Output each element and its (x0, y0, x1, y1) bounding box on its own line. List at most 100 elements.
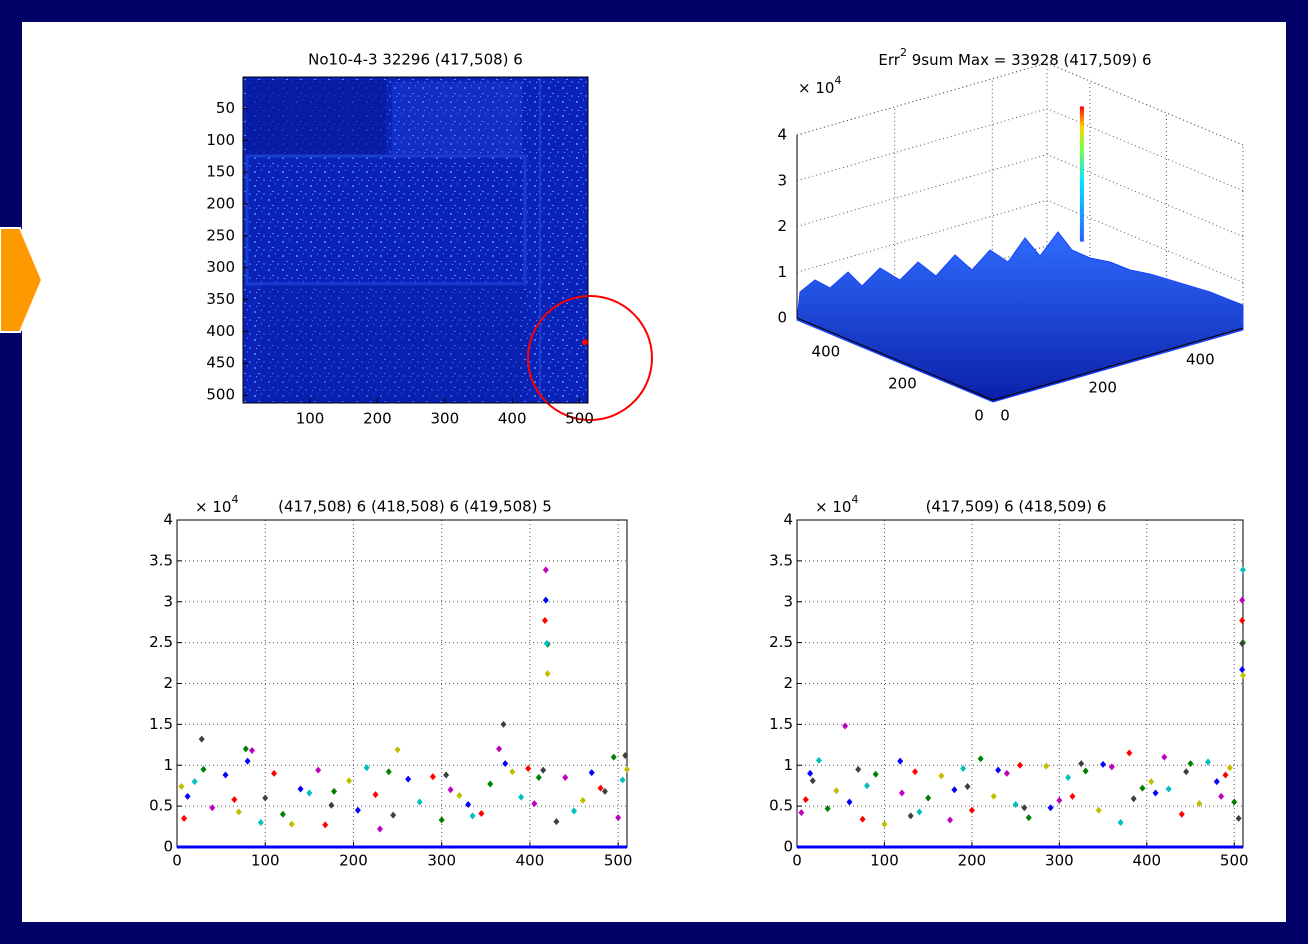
point (1152, 789, 1159, 797)
point (315, 766, 322, 774)
point (1205, 758, 1212, 766)
point (1231, 798, 1238, 806)
point (288, 820, 295, 828)
chart-title: (417,508) 6 (418,508) 6 (419,508) 5 (278, 498, 552, 516)
point (1082, 767, 1089, 775)
point (544, 670, 551, 678)
point (1165, 785, 1172, 793)
point (443, 771, 450, 779)
axis-multiplier: × 104 (815, 493, 858, 516)
point (938, 772, 945, 780)
point (257, 818, 264, 826)
y-tick-label: 350 (206, 290, 235, 308)
point (496, 745, 503, 753)
x-tick-label: 400 (1132, 852, 1161, 870)
point (1021, 804, 1028, 812)
x-tick-label: 400 (516, 852, 545, 870)
point (394, 746, 401, 754)
point (1108, 763, 1115, 771)
slide-body (22, 22, 1286, 922)
point (354, 806, 361, 814)
charts: No10-4-3 32296 (417,508) 6 100 200 300 400 50… (149, 46, 1248, 870)
axis-multiplier: × 104 (798, 74, 841, 97)
chart-title: No10-4-3 32296 (417,508) 6 (308, 51, 523, 69)
y-tick-label: 450 (206, 354, 235, 372)
point (846, 798, 853, 806)
point (842, 722, 849, 730)
point (610, 753, 617, 761)
point (1218, 792, 1225, 800)
point (907, 812, 914, 820)
x-tick-label: 100 (296, 410, 325, 428)
point (518, 793, 525, 801)
point (624, 765, 630, 773)
point (1047, 804, 1054, 812)
point (1003, 769, 1010, 777)
point (249, 747, 255, 755)
y-tick-label: 1 (163, 756, 173, 774)
point (1017, 761, 1023, 769)
y-tick-label: 150 (206, 163, 235, 181)
x-tick-label: 200 (1088, 378, 1117, 396)
x-tick-label: 200 (363, 410, 392, 428)
point (478, 809, 485, 817)
point (200, 765, 207, 773)
point (328, 801, 335, 809)
point (619, 776, 626, 784)
highlight-circle (527, 295, 653, 421)
z-tick-label: 2 (777, 217, 787, 235)
x-tick-label: 300 (1045, 852, 1074, 870)
point (405, 775, 412, 783)
heatmap-image (243, 77, 588, 403)
y-tick-label: 0.5 (769, 797, 793, 815)
point (502, 760, 509, 768)
point (500, 720, 507, 728)
x-tick-label: 100 (870, 852, 899, 870)
point (363, 764, 370, 772)
chart-title-part: Err (878, 51, 900, 69)
point (416, 798, 423, 806)
x-tick-label: 400 (498, 410, 527, 428)
y-tick-label: 4 (163, 511, 173, 529)
point (1095, 806, 1102, 814)
y-tick-label: 1 (783, 756, 793, 774)
point (331, 787, 338, 795)
point (198, 735, 205, 743)
point (925, 794, 932, 802)
x-axis (992, 327, 1244, 401)
point (465, 800, 472, 808)
point (447, 786, 454, 794)
point (531, 800, 538, 808)
plot-frame (242, 76, 589, 404)
y-tick-label: 3 (783, 592, 793, 610)
point (562, 774, 569, 782)
y-tick-label: 0.5 (149, 797, 173, 815)
grid-line (796, 199, 1048, 273)
point (872, 770, 879, 778)
point (968, 806, 975, 814)
point (1239, 596, 1246, 604)
point (579, 796, 586, 804)
point (1043, 762, 1050, 770)
y-tick-label: 2.5 (149, 633, 173, 651)
point (1187, 760, 1194, 768)
point (346, 777, 353, 785)
x-tick-label: 200 (339, 852, 368, 870)
y-tick-label: 250 (206, 226, 235, 244)
point (244, 757, 251, 765)
point (571, 807, 578, 815)
x-tick-label: 500 (565, 410, 594, 428)
x-tick-label: 0 (172, 852, 182, 870)
point (833, 787, 840, 795)
y-tick-label: 2.5 (769, 633, 793, 651)
point (525, 765, 532, 773)
point (262, 794, 269, 802)
point (235, 808, 242, 816)
x-tick-label: 300 (430, 410, 459, 428)
point (1130, 795, 1137, 803)
y-tick-label: 50 (216, 99, 235, 117)
x-tick-label: 500 (604, 852, 633, 870)
chart-title: Err2 9sum Max = 33928 (417,509) 6 (878, 46, 1151, 69)
y-axis (796, 317, 994, 401)
point (306, 789, 313, 797)
